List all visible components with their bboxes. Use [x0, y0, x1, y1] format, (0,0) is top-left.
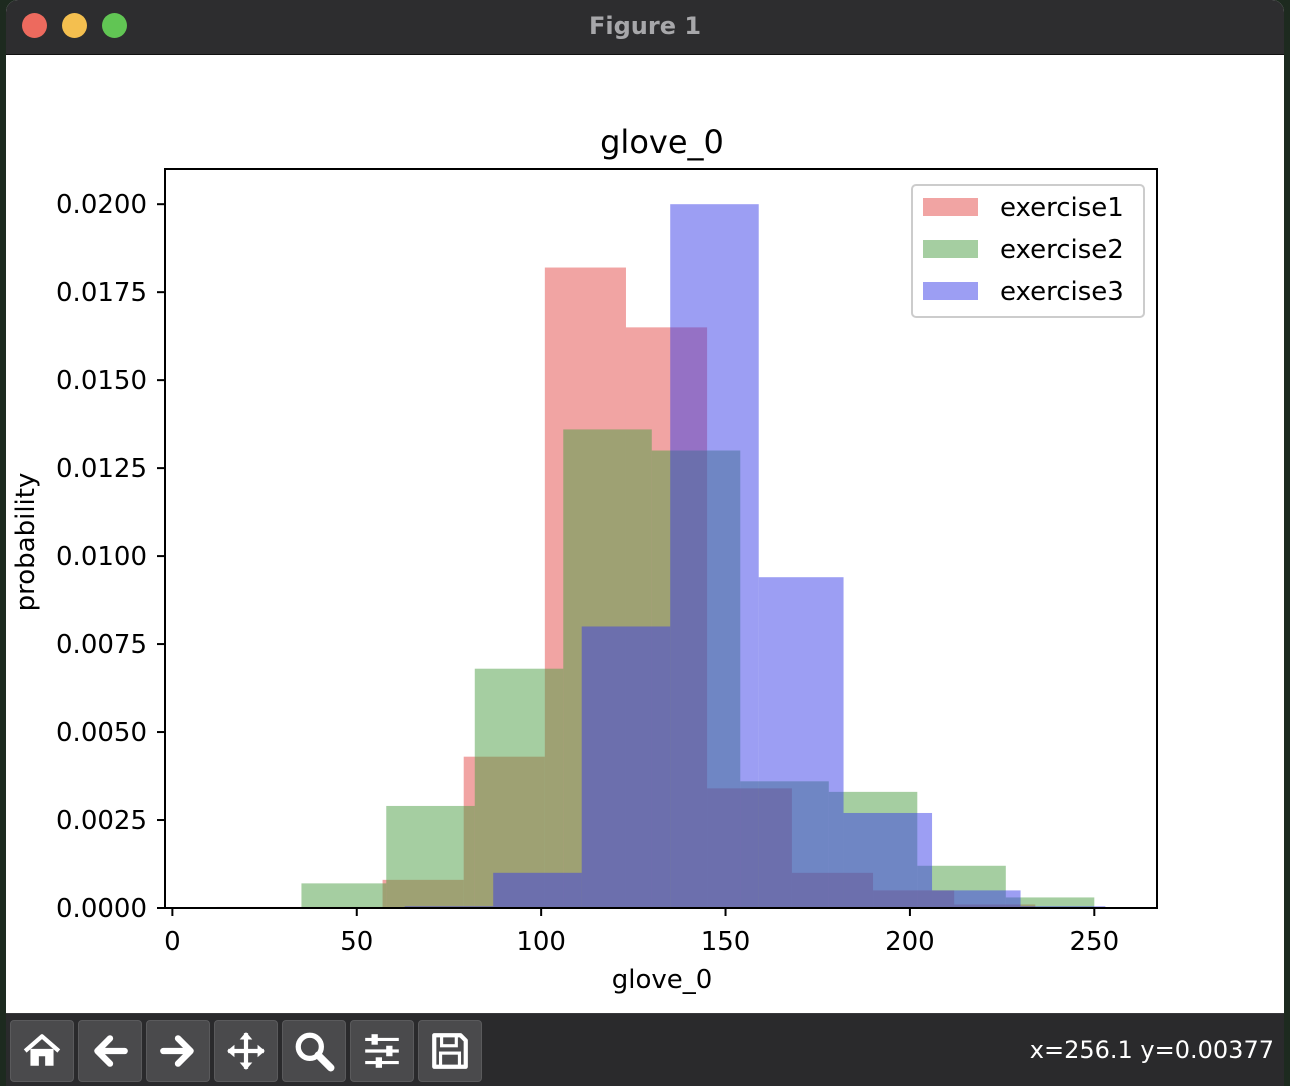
pan-icon — [227, 1032, 265, 1070]
x-axis-ticks: 0 50 100 150 200 250 — [164, 908, 1119, 957]
pan-button[interactable] — [214, 1020, 278, 1082]
zoom-button[interactable] — [282, 1020, 346, 1082]
bar-exercise2-8 — [1005, 897, 1095, 908]
legend: exercise1 exercise2 exercise3 — [911, 184, 1145, 318]
x-tick-label: 50 — [340, 927, 373, 957]
chart-title: glove_0 — [600, 123, 724, 161]
back-arrow-icon — [94, 1035, 128, 1067]
bar-exercise2-2 — [474, 668, 564, 908]
legend-swatch-exercise2 — [923, 240, 978, 258]
y-tick-label: 0.0125 — [56, 454, 147, 484]
bar-exercise2-1 — [386, 805, 475, 908]
x-tick-label: 0 — [164, 927, 181, 957]
y-tick-label: 0.0000 — [56, 894, 147, 924]
legend-label-exercise2: exercise2 — [1000, 235, 1124, 265]
x-tick-label: 100 — [516, 927, 566, 957]
bar-exercise3-5 — [843, 812, 933, 908]
histogram-bars — [216, 204, 1106, 908]
histogram-chart[interactable]: glove_0 0 50 100 150 200 250 0.00000.00250.00… — [6, 55, 1284, 1013]
bar-exercise3-2 — [581, 626, 671, 908]
legend-label-exercise1: exercise1 — [1000, 193, 1124, 223]
y-tick-label: 0.0100 — [56, 542, 147, 572]
y-tick-label: 0.0025 — [56, 806, 147, 836]
y-axis-ticks: 0.0000 0.0025 0.0050 0.0075 0.0100 0.0125 0.01… — [56, 190, 165, 924]
y-tick-label: 0.0200 — [56, 190, 147, 220]
plot-area[interactable]: glove_0 0 50 100 150 200 250 0.0000 0.0025 0.00… — [6, 55, 1284, 1013]
back-button[interactable] — [78, 1020, 142, 1082]
maximize-window-button[interactable] — [102, 13, 127, 38]
y-axis-label: probability — [11, 473, 41, 612]
home-icon — [23, 1034, 61, 1066]
cursor-coordinates: x=256.1 y=0.00377 — [1029, 1036, 1274, 1064]
bar-exercise2-0 — [301, 883, 387, 908]
bar-exercise3-4 — [758, 577, 844, 908]
y-tick-label: 0.0075 — [56, 630, 147, 660]
bar-exercise3-1 — [493, 872, 582, 908]
save-icon — [432, 1033, 468, 1069]
y-tick-label: 0.0050 — [56, 718, 147, 748]
x-axis-label: glove_0 — [612, 965, 713, 995]
home-button[interactable] — [10, 1020, 74, 1082]
window-title: Figure 1 — [588, 12, 702, 40]
legend-swatch-exercise1 — [923, 198, 978, 216]
bar-exercise3-6 — [932, 890, 1021, 908]
title-bar[interactable]: Figure 1 — [6, 0, 1284, 55]
series-exercise3 — [404, 204, 1106, 908]
figure-window: Figure 1 glove_0 0 50 100 150 200 250 0.0000 0… — [6, 0, 1284, 1086]
save-button[interactable] — [418, 1020, 482, 1082]
legend-label-exercise3: exercise3 — [1000, 277, 1124, 307]
forward-button[interactable] — [146, 1020, 210, 1082]
y-tick-label: 0.0150 — [56, 366, 147, 396]
navigation-toolbar: x=256.1 y=0.00377 — [6, 1013, 1284, 1086]
bar-exercise3-3 — [670, 204, 759, 908]
x-tick-label: 200 — [885, 927, 935, 957]
legend-swatch-exercise3 — [923, 282, 978, 300]
close-window-button[interactable] — [22, 13, 47, 38]
forward-arrow-icon — [160, 1035, 194, 1067]
y-tick-label: 0.0175 — [56, 278, 147, 308]
minimize-window-button[interactable] — [62, 13, 87, 38]
x-tick-label: 150 — [701, 927, 751, 957]
zoom-icon — [295, 1032, 335, 1072]
configure-subplots-icon — [365, 1034, 399, 1068]
axes-frame — [164, 168, 1158, 909]
x-tick-label: 250 — [1069, 927, 1119, 957]
configure-subplots-button[interactable] — [350, 1020, 414, 1082]
